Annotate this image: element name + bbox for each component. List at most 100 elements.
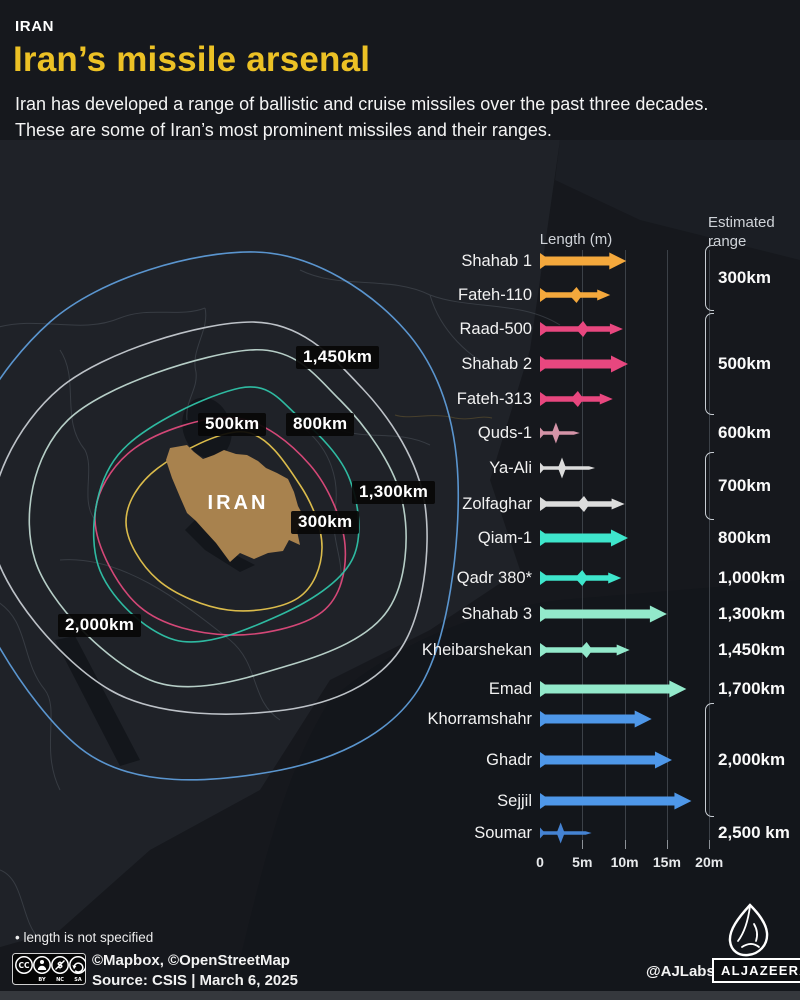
map-range-label-2000km: 2,000km xyxy=(58,614,142,637)
missile-name-4: Shahab 2 xyxy=(461,355,532,373)
range-axis-title: Estimated range xyxy=(708,214,775,250)
range-value-label: 800km xyxy=(718,528,771,547)
missile-fin xyxy=(581,642,591,648)
range-bracket xyxy=(705,245,714,311)
missile-fin xyxy=(578,496,588,502)
missile-glyph-14 xyxy=(540,710,652,728)
missile-silhouette xyxy=(540,792,692,810)
map-range-label-1450km: 1,450km xyxy=(296,346,380,369)
map-road-line xyxy=(394,414,493,420)
range-value-label: 1,450km xyxy=(718,640,786,659)
missile-tail-fin xyxy=(540,827,545,839)
axis-tick-label: 20m xyxy=(695,854,724,870)
missile-name-7: Ya-Ali xyxy=(489,459,532,477)
missile-glyph-6 xyxy=(540,422,580,444)
range-ring-2000km xyxy=(0,251,460,781)
range-value-label: 2,000km xyxy=(718,750,786,769)
axis-tick-20m xyxy=(709,840,711,849)
map-credit: ©Mapbox, ©OpenStreetMap xyxy=(92,952,290,969)
map-country-borders xyxy=(0,269,561,941)
missile-glyph-3 xyxy=(540,321,623,337)
missile-fin xyxy=(571,287,581,293)
missile-silhouette xyxy=(540,605,667,623)
svg-text:$: $ xyxy=(57,961,63,971)
map-landmass-ne xyxy=(555,140,800,260)
missile-name-12: Kheibarshekan xyxy=(421,641,532,659)
missile-silhouette xyxy=(540,322,623,336)
missile-fin xyxy=(577,570,587,576)
range-ring-500km xyxy=(94,416,347,636)
axis-tick-label: 0 xyxy=(536,854,544,870)
map-range-label-1300km: 1,300km xyxy=(352,481,436,504)
svg-text:SA: SA xyxy=(74,977,82,983)
aljazeera-calligraphy-logo xyxy=(728,903,769,957)
bottom-strip xyxy=(0,991,800,1000)
map-range-label-800km: 800km xyxy=(286,413,355,436)
axis-tick-label: 15m xyxy=(652,854,681,870)
range-value-label: 1,700km xyxy=(718,679,786,698)
range-value-label: 600km xyxy=(718,423,771,442)
missile-glyph-5 xyxy=(540,391,613,407)
missile-fin xyxy=(571,297,581,303)
axis-tick-5m xyxy=(582,840,584,849)
missile-wing xyxy=(549,830,572,836)
aljazeera-wordmark: ALJAZEERA xyxy=(712,958,800,983)
missile-name-13: Emad xyxy=(488,680,532,698)
range-value-label: 500km xyxy=(718,354,771,373)
missile-glyph-10 xyxy=(540,570,622,586)
svg-text:BY: BY xyxy=(38,977,46,983)
missile-name-17: Soumar xyxy=(474,824,532,842)
section-kicker: IRAN xyxy=(15,18,55,35)
missile-glyph-1 xyxy=(540,252,627,270)
missile-fin xyxy=(577,580,587,586)
missile-silhouette xyxy=(540,288,611,302)
missile-glyph-9 xyxy=(540,529,628,547)
missile-silhouette xyxy=(540,643,630,657)
missile-silhouette xyxy=(540,392,613,406)
missile-name-8: Zolfaghar xyxy=(462,495,532,513)
ajlabs-credit: @AJLabs xyxy=(646,963,715,980)
missile-silhouette xyxy=(540,355,628,373)
cc-license-badge: CC $ BY NC SA xyxy=(12,953,86,985)
missile-tail-fin xyxy=(540,427,545,439)
range-bracket xyxy=(705,452,714,520)
chart-gridline-20m xyxy=(709,250,711,840)
missile-name-15: Ghadr xyxy=(486,751,532,769)
by-icon xyxy=(33,956,51,974)
missile-glyph-12 xyxy=(540,642,630,658)
axis-tick-15m xyxy=(666,840,668,849)
missile-fin xyxy=(578,506,588,512)
missile-name-1: Shahab 1 xyxy=(461,252,532,270)
chart-gridline-5m xyxy=(582,250,584,840)
axis-tick-10m xyxy=(624,840,626,849)
missile-name-16: Sejjil xyxy=(497,792,532,810)
range-value-label: 1,300km xyxy=(718,604,786,623)
missile-glyph-11 xyxy=(540,605,667,623)
missile-glyph-15 xyxy=(540,751,672,769)
range-value-label: 2,500 km xyxy=(718,823,790,842)
range-bracket xyxy=(705,703,714,817)
missile-glyph-4 xyxy=(540,355,628,373)
missile-glyph-8 xyxy=(540,496,625,512)
axis-tick-label: 5m xyxy=(572,854,593,870)
svg-text:CC: CC xyxy=(18,961,30,970)
axis-tick-label: 10m xyxy=(610,854,639,870)
missile-silhouette xyxy=(540,680,687,698)
missile-glyph-17 xyxy=(540,822,592,844)
map-range-label-300km: 300km xyxy=(291,511,360,534)
range-ring-300km xyxy=(125,431,323,612)
range-ring-1450km xyxy=(0,321,428,715)
page-title: Iran’s missile arsenal xyxy=(13,40,371,79)
missile-silhouette xyxy=(540,751,672,769)
missile-name-5: Fateh-313 xyxy=(456,390,532,408)
length-axis-title: Length (m) xyxy=(539,231,613,248)
missile-name-11: Shahab 3 xyxy=(461,605,532,623)
chart-gridline-10m xyxy=(624,250,626,840)
svg-text:NC: NC xyxy=(56,977,64,983)
range-ring-800km xyxy=(92,386,360,643)
missile-glyph-16 xyxy=(540,792,692,810)
map-range-label-500km: 500km xyxy=(198,413,267,436)
missile-fin xyxy=(572,391,582,397)
missile-fin xyxy=(572,401,582,407)
